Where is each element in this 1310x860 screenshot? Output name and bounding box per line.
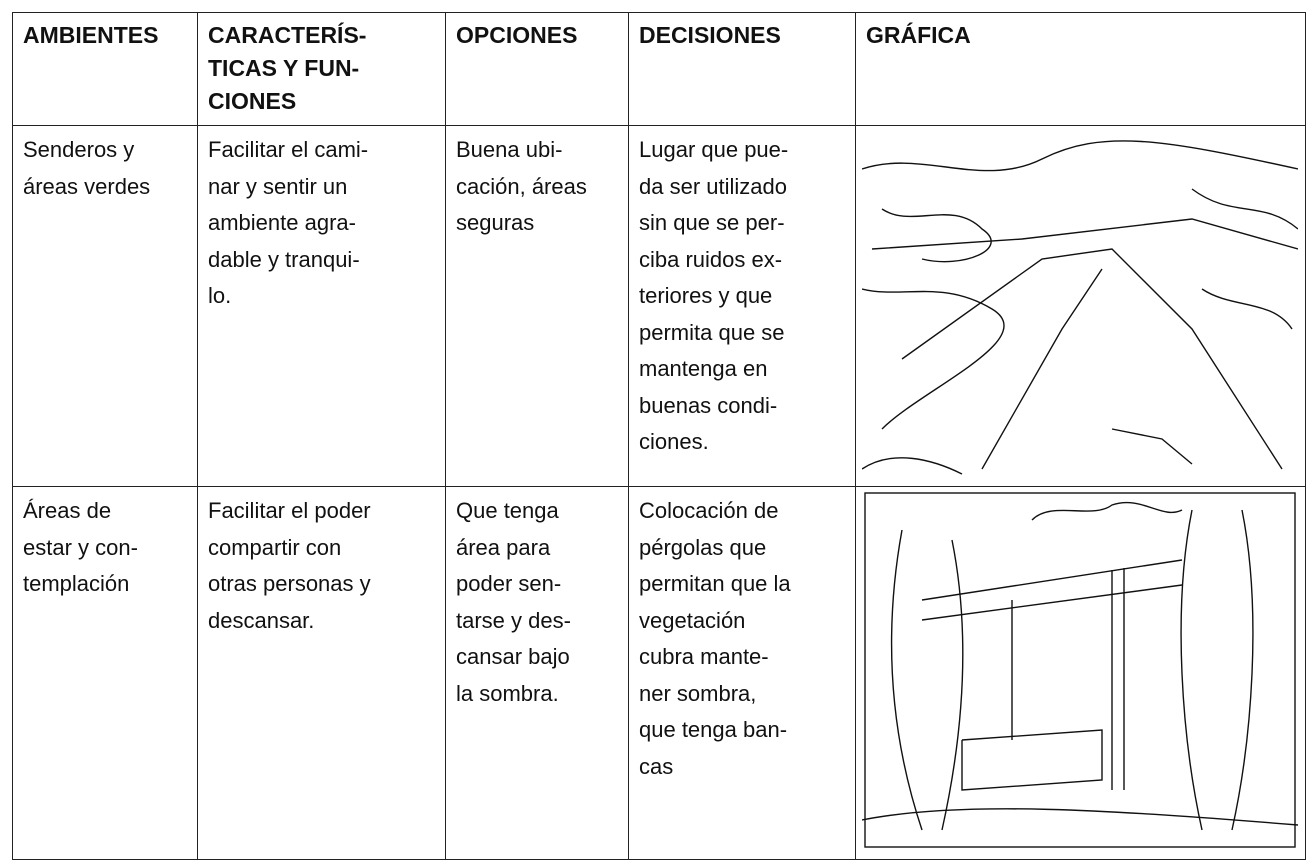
- table-row: Senderos y áreas verdes Facilitar el cami-…: [12, 125, 1306, 487]
- cell-line: pérgolas que: [639, 534, 767, 560]
- header-cell: AMBIENTES: [12, 12, 198, 126]
- cell-line: ner sombra,: [639, 680, 757, 706]
- cell-line: Buena ubi-: [456, 137, 563, 162]
- cell-line: cas: [639, 753, 674, 779]
- cell-line: templación: [23, 571, 130, 596]
- cell-line: ciones.: [639, 429, 709, 454]
- table-cell: Que tenga área para poder sen-tarse y des-…: [445, 486, 629, 860]
- table-body: Senderos y áreas verdes Facilitar el cami-…: [12, 125, 1306, 860]
- cell-line: permita que se: [639, 319, 785, 345]
- cell-line: compartir con: [208, 534, 342, 560]
- table-cell: Lugar que pue-da ser utilizado sin que se…: [628, 125, 856, 487]
- cell-line: TICAS Y FUN-: [208, 55, 360, 81]
- cell-line: CARACTERÍS-: [208, 22, 367, 48]
- header-cell: CARACTERÍS- TICAS Y FUN- CIONES: [197, 12, 446, 126]
- header-cell: DECISIONES: [628, 12, 856, 126]
- table-cell: Buena ubi-cación, áreas seguras: [445, 125, 629, 487]
- cell-line: da ser utilizado: [639, 173, 787, 199]
- cell-line: sin que se per-: [639, 210, 785, 235]
- cell-line: Lugar que pue-: [639, 137, 789, 162]
- image-cell: [855, 125, 1306, 487]
- cell-line: que tenga ban-: [639, 717, 788, 742]
- sketch-pergola: [862, 492, 1298, 848]
- table-row: Áreas de estar y con-templación Facilitar …: [12, 486, 1306, 860]
- table-cell: Áreas de estar y con-templación: [12, 486, 198, 860]
- cell-line: OPCIONES: [456, 22, 578, 48]
- cell-line: poder sen-: [456, 571, 562, 596]
- image-cell: [855, 486, 1306, 860]
- table-cell: Colocación de pérgolas que permitan que la…: [628, 486, 856, 860]
- cell-line: cansar bajo: [456, 644, 570, 669]
- cell-line: DECISIONES: [639, 22, 781, 48]
- header-cell: OPCIONES: [445, 12, 629, 126]
- cell-line: nar y sentir un: [208, 173, 348, 199]
- cell-line: seguras: [456, 210, 535, 235]
- sketch-path: [862, 140, 1298, 475]
- cell-line: Facilitar el cami-: [208, 137, 369, 162]
- cell-line: otras personas y: [208, 571, 371, 596]
- cell-line: AMBIENTES: [23, 22, 159, 48]
- cell-line: la sombra.: [456, 680, 559, 706]
- cell-line: estar y con-: [23, 534, 138, 560]
- cell-line: áreas verdes: [23, 173, 151, 199]
- table-cell: Senderos y áreas verdes: [12, 125, 198, 487]
- cell-line: Facilitar el poder: [208, 498, 371, 523]
- cell-line: Que tenga: [456, 498, 559, 523]
- cell-line: dable y tranqui-: [208, 246, 360, 272]
- header-row: AMBIENTES CARACTERÍS- TICAS Y FUN- CIONES OP…: [12, 12, 1306, 126]
- cell-line: descansar.: [208, 607, 315, 633]
- cell-line: vegetación: [639, 607, 746, 633]
- cell-line: área para: [456, 534, 551, 560]
- table-cell: Facilitar el poder compartir con otras per…: [197, 486, 446, 860]
- cell-line: GRÁFICA: [866, 22, 971, 48]
- cell-line: cubra mante-: [639, 644, 769, 669]
- cell-line: lo.: [208, 283, 232, 308]
- header-cell: GRÁFICA: [855, 12, 1306, 126]
- cell-line: Senderos y: [23, 137, 135, 162]
- cell-line: cación, áreas: [456, 173, 587, 199]
- cell-line: Colocación de: [639, 498, 779, 523]
- cell-line: CIONES: [208, 88, 297, 114]
- cell-line: ambiente agra-: [208, 210, 356, 235]
- cell-line: ciba ruidos ex-: [639, 246, 783, 272]
- table-cell: Facilitar el cami-nar y sentir un ambient…: [197, 125, 446, 487]
- cell-line: tarse y des-: [456, 607, 571, 633]
- cell-line: permitan que la: [639, 571, 791, 596]
- cell-line: teriores y que: [639, 283, 773, 308]
- cell-line: mantenga en: [639, 356, 768, 381]
- cell-line: buenas condi-: [639, 392, 778, 418]
- table: AMBIENTES CARACTERÍS- TICAS Y FUN- CIONES OP…: [12, 12, 1306, 860]
- cell-line: Áreas de: [23, 498, 112, 523]
